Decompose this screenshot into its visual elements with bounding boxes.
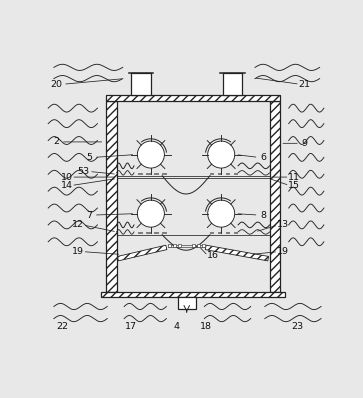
Bar [154, 232, 158, 233]
Text: 11: 11 [288, 173, 300, 181]
Circle shape [208, 141, 235, 168]
Bar [131, 73, 151, 95]
Bar [234, 173, 237, 174]
Bar [226, 232, 229, 233]
Bar [210, 173, 213, 174]
Text: 2: 2 [54, 137, 60, 146]
Circle shape [208, 200, 235, 227]
Circle shape [137, 141, 164, 168]
Bar [138, 173, 142, 174]
Text: 6: 6 [260, 153, 266, 162]
Text: 5: 5 [86, 153, 92, 162]
Text: 21: 21 [298, 80, 310, 89]
Polygon shape [270, 101, 280, 293]
Bar [146, 232, 150, 233]
Bar [192, 244, 195, 247]
Polygon shape [106, 101, 117, 293]
Bar [154, 173, 158, 174]
Text: 16: 16 [207, 252, 219, 260]
Polygon shape [106, 95, 280, 101]
Text: 13: 13 [277, 220, 289, 229]
Text: 12: 12 [72, 220, 84, 229]
Polygon shape [101, 293, 285, 297]
Text: 19: 19 [277, 247, 289, 256]
Text: 53: 53 [77, 167, 89, 176]
Text: 8: 8 [260, 211, 266, 220]
Text: 23: 23 [291, 322, 303, 331]
Bar [162, 232, 166, 233]
Text: 20: 20 [50, 80, 63, 89]
Bar [178, 244, 181, 247]
Bar [146, 173, 150, 174]
Bar [218, 173, 221, 174]
Bar [138, 232, 142, 233]
Bar [197, 244, 200, 247]
Text: 22: 22 [56, 322, 68, 331]
Bar [178, 297, 196, 309]
Text: 18: 18 [200, 322, 212, 331]
Bar [234, 232, 237, 233]
Polygon shape [118, 245, 167, 261]
Text: 7: 7 [86, 211, 92, 220]
Bar [201, 244, 205, 247]
Polygon shape [205, 245, 269, 261]
Bar [162, 173, 166, 174]
Text: 17: 17 [125, 322, 137, 331]
Text: 15: 15 [288, 181, 300, 190]
Bar [173, 244, 176, 247]
Circle shape [137, 200, 164, 227]
Text: 10: 10 [61, 173, 73, 181]
Bar [226, 173, 229, 174]
Text: 9: 9 [301, 139, 307, 148]
Bar [210, 232, 213, 233]
Bar [223, 73, 242, 95]
Bar [168, 244, 171, 247]
Text: 19: 19 [72, 247, 84, 256]
Bar [218, 232, 221, 233]
Text: 14: 14 [61, 181, 73, 190]
Text: 4: 4 [173, 322, 179, 331]
